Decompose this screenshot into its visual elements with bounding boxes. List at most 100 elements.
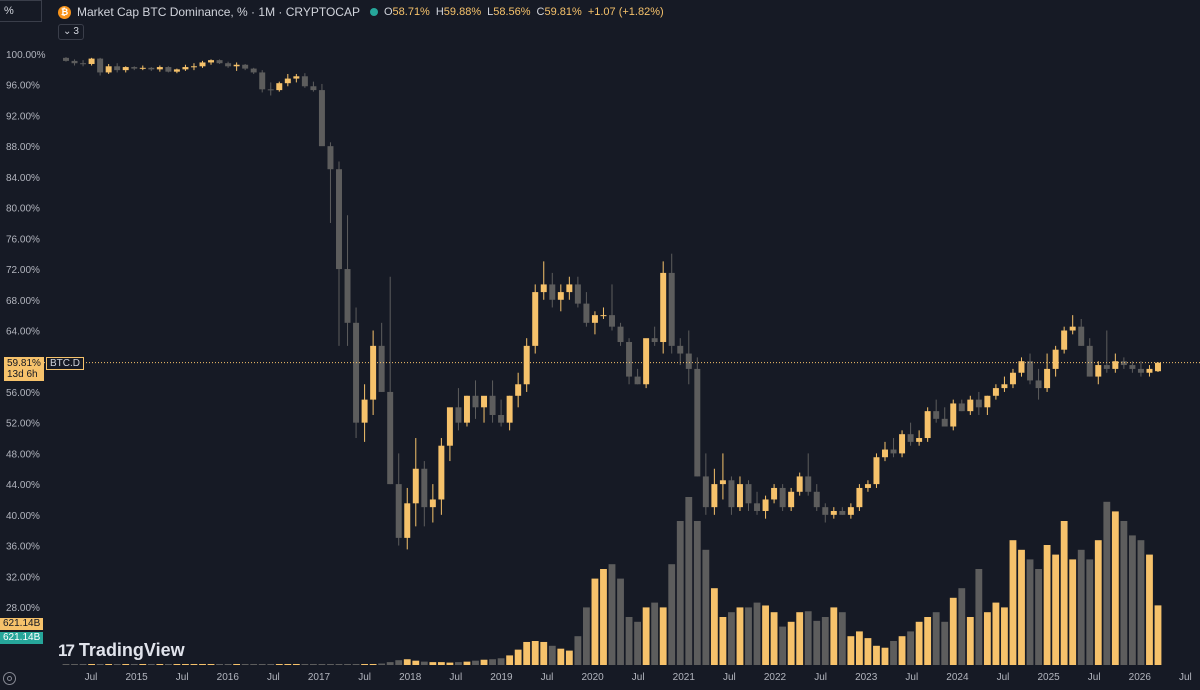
x-tick-label: Jul bbox=[541, 672, 554, 683]
candle-body bbox=[395, 484, 402, 538]
series-title[interactable]: Market Cap BTC Dominance, % · 1M · CRYPT… bbox=[77, 5, 360, 19]
close-value: 59.81% bbox=[544, 6, 582, 18]
candle-body bbox=[301, 76, 308, 87]
volume-bar bbox=[582, 607, 590, 665]
y-tick-label: 88.00% bbox=[6, 142, 40, 153]
candle-body bbox=[532, 292, 539, 346]
y-tick-label: 100.00% bbox=[6, 50, 46, 61]
open-label: O bbox=[383, 6, 393, 18]
volume-bar bbox=[139, 664, 147, 665]
bitcoin-icon: ₿ bbox=[58, 5, 71, 19]
candle-body bbox=[208, 60, 215, 63]
candle-body bbox=[1009, 372, 1016, 385]
candle-body bbox=[975, 399, 982, 408]
volume-bar bbox=[506, 655, 514, 665]
high-value: 59.88% bbox=[443, 6, 482, 18]
volume-bar bbox=[813, 620, 821, 665]
volume-bar bbox=[1069, 559, 1077, 665]
volume-bar bbox=[250, 664, 258, 665]
candle-body bbox=[472, 395, 479, 408]
volume-bar bbox=[557, 648, 565, 665]
market-status-icon bbox=[369, 8, 378, 16]
y-tick-label: 80.00% bbox=[6, 204, 40, 215]
candle-body bbox=[353, 322, 360, 423]
candle-body bbox=[1035, 380, 1042, 389]
x-tick-label: Jul bbox=[449, 672, 462, 683]
tradingview-logo[interactable]: 17 TradingView bbox=[58, 640, 185, 661]
high-label: H bbox=[435, 6, 444, 18]
volume-bar bbox=[199, 664, 206, 665]
candle-body bbox=[668, 272, 675, 346]
candle-body bbox=[1018, 361, 1025, 373]
x-tick-label: 2016 bbox=[217, 672, 240, 683]
volume-bar bbox=[676, 521, 684, 665]
candle-body bbox=[421, 468, 428, 508]
volume-bar bbox=[1060, 521, 1068, 665]
volume-bar bbox=[523, 641, 531, 665]
volume-bar bbox=[915, 621, 923, 665]
candle-body bbox=[1146, 368, 1153, 373]
volume-bar bbox=[113, 664, 121, 665]
volume-bar bbox=[88, 664, 96, 665]
volume-bar bbox=[548, 645, 556, 665]
candle-body bbox=[404, 503, 411, 538]
volume-bar bbox=[156, 664, 164, 665]
candle-body bbox=[455, 407, 462, 423]
candle-body bbox=[173, 69, 180, 72]
x-tick-label: 2022 bbox=[764, 672, 787, 683]
candle-body bbox=[250, 68, 257, 73]
symbol-search-box[interactable]: % bbox=[0, 0, 42, 22]
candle-body bbox=[310, 86, 317, 91]
candle-body bbox=[131, 67, 138, 69]
volume-bar bbox=[1146, 554, 1153, 665]
volume-bar bbox=[403, 659, 411, 665]
y-axis: 100.00% 96.00% 92.00% 88.00% 84.00% 80.00% 76.… bbox=[6, 50, 46, 614]
volume-bar bbox=[992, 602, 1000, 665]
candle-body bbox=[233, 64, 240, 67]
candle-body bbox=[685, 353, 692, 369]
y-tick-label: 76.00% bbox=[6, 234, 40, 245]
volume-ma-label: 621.14B bbox=[0, 632, 44, 644]
volume-bar bbox=[275, 664, 283, 665]
change-value: +1.07 (+1.82%) bbox=[587, 6, 664, 18]
volume-bar bbox=[907, 631, 915, 665]
volume-bar bbox=[429, 662, 437, 665]
x-tick-label: Jul bbox=[1179, 672, 1192, 683]
settings-icon[interactable] bbox=[3, 672, 16, 685]
candle-body bbox=[182, 67, 189, 70]
x-tick-label: Jul bbox=[1088, 672, 1101, 683]
x-tick-label: Jul bbox=[632, 672, 645, 683]
candle-body bbox=[1095, 365, 1102, 377]
y-tick-label: 28.00% bbox=[6, 603, 40, 614]
x-tick-label: 2023 bbox=[855, 672, 878, 683]
volume-bar bbox=[642, 607, 650, 665]
candle-body bbox=[600, 315, 607, 317]
candle-body bbox=[941, 418, 948, 427]
volume-bar bbox=[975, 569, 983, 665]
volume-bar bbox=[335, 664, 343, 665]
x-tick-label: 2015 bbox=[125, 672, 148, 683]
candle-body bbox=[165, 67, 172, 72]
volume-bar bbox=[182, 664, 189, 665]
y-tick-label: 56.00% bbox=[6, 388, 40, 399]
candle-body bbox=[1155, 362, 1161, 372]
indicator-count: 3 bbox=[73, 26, 79, 37]
candle-body bbox=[1061, 330, 1068, 350]
candle-body bbox=[873, 457, 880, 485]
candle-body bbox=[813, 491, 820, 508]
volume-bar bbox=[284, 664, 292, 665]
candle-body bbox=[882, 449, 888, 458]
volume-bar bbox=[344, 664, 351, 665]
candle-body bbox=[412, 468, 419, 504]
collapse-indicators-button[interactable]: ⌄ 3 bbox=[58, 24, 84, 40]
candle-body bbox=[719, 480, 726, 485]
volume-bar bbox=[292, 664, 300, 665]
candle-body bbox=[259, 72, 266, 90]
volume-bar bbox=[617, 578, 624, 665]
volume-bar bbox=[216, 664, 223, 665]
candle-body bbox=[899, 434, 906, 454]
volume-bar bbox=[924, 617, 932, 665]
candle-body bbox=[225, 63, 232, 67]
y-tick-label: 64.00% bbox=[6, 327, 40, 338]
